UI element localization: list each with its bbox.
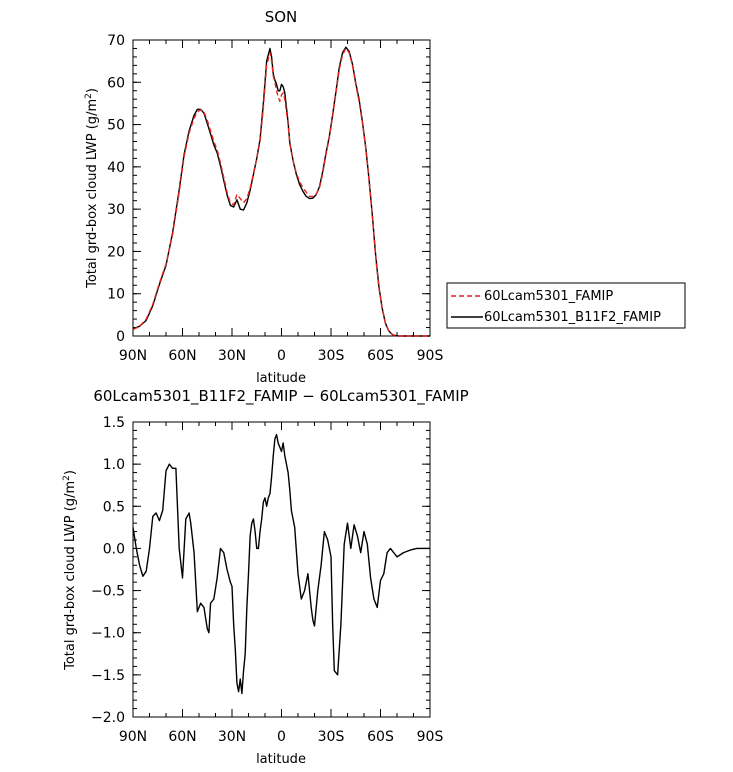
top-y-tick-label: 60 [107,75,125,91]
top-x-tick-label: 90N [119,348,147,364]
top-y-tick-label: 50 [107,118,125,134]
bottom-plot-frame [132,421,431,718]
top-y-axis-label-close: ) [85,88,100,93]
bottom-panel: 60Lcam5301_B11F2_FAMIP − 60Lcam5301_FAMI… [62,387,469,767]
top-plot-frame [132,39,431,337]
top-panel: SON 90N 60N 30N 0 30S 60S 90S 0 10 20 30 40 50 60 70 l… [84,8,686,386]
bottom-x-tick-label: 0 [277,729,286,745]
bottom-series-line-0 [132,433,430,695]
bottom-y-axis-label: Total grd-box cloud LWP (g/m2) [62,470,78,671]
legend-label-famip: 60Lcam5301_FAMIP [484,289,613,304]
bottom-y-tick-label: 1.0 [103,457,125,473]
bottom-y-axis-label-close: ) [63,470,78,475]
bottom-x-tick-label: 30S [318,729,345,745]
top-x-tick-label: 60N [168,348,196,364]
bottom-y-tick-label: −1.5 [91,668,125,684]
bottom-y-axis-label-main: Total grd-box cloud LWP (g/m [63,481,78,671]
top-series-line-1 [132,46,430,337]
top-y-tick-label: 10 [107,287,125,303]
legend-label-b11f2: 60Lcam5301_B11F2_FAMIP [484,310,661,325]
top-x-tick-label: 0 [277,348,286,364]
bottom-x-tick-label: 90S [417,729,444,745]
bottom-y-tick-label: −0.5 [91,584,125,600]
bottom-x-tick-label: 60N [168,729,196,745]
top-y-tick-label: 20 [107,244,125,260]
top-y-axis-label-sup: 2 [84,93,94,99]
bottom-x-tick-label: 90N [119,729,147,745]
top-series-line-0 [132,47,430,337]
top-y-tick-label: 40 [107,160,125,176]
top-y-axis-label: Total grd-box cloud LWP (g/m2) [84,88,100,289]
top-x-tick-label: 60S [367,348,394,364]
bottom-x-axis-label: latitude [256,752,306,767]
bottom-y-tick-label: 0.0 [103,541,125,557]
top-x-tick-label: 30N [218,348,246,364]
bottom-chart-title: 60Lcam5301_B11F2_FAMIP − 60Lcam5301_FAMI… [93,387,468,406]
top-y-axis-label-main: Total grd-box cloud LWP (g/m [85,99,100,289]
top-y-tick-label: 30 [107,202,125,218]
top-x-tick-label: 90S [417,348,444,364]
bottom-y-tick-label: −2.0 [91,710,125,726]
bottom-y-tick-label: 1.5 [103,415,125,431]
top-y-tick-label: 0 [116,329,125,345]
bottom-y-tick-label: 0.5 [103,499,125,515]
bottom-y-axis-label-sup: 2 [62,475,72,481]
bottom-x-tick-label: 60S [367,729,394,745]
top-y-tick-label: 70 [107,33,125,49]
bottom-x-tick-label: 30N [218,729,246,745]
top-x-axis-label: latitude [256,371,306,386]
legend-box [446,282,686,329]
bottom-y-tick-label: −1.0 [91,626,125,642]
top-x-tick-label: 30S [318,348,345,364]
legend: 60Lcam5301_FAMIP 60Lcam5301_B11F2_FAMIP [446,282,686,329]
top-chart-title: SON [265,8,298,26]
